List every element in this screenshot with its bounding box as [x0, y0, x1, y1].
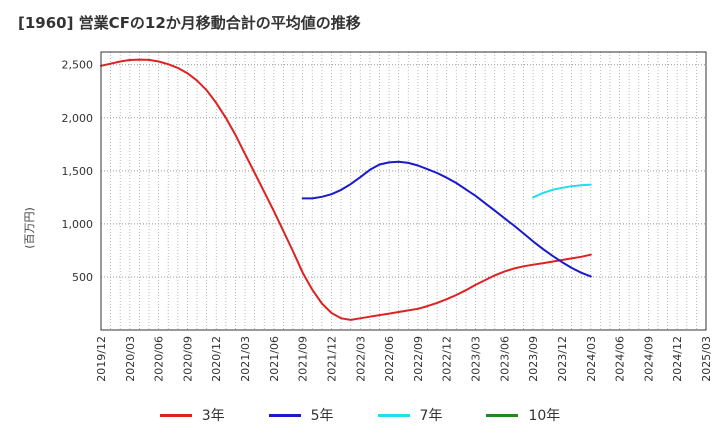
legend-label: 10年: [528, 408, 561, 424]
x-tick-label: 2023/12: [556, 336, 569, 382]
y-tick-label: 500: [72, 271, 93, 284]
series-line: [100, 58, 592, 321]
legend-label: 5年: [310, 408, 334, 424]
legend-swatch: [159, 413, 192, 417]
x-tick-label: 2024/12: [671, 336, 684, 382]
legend-label: 3年: [201, 408, 225, 424]
x-tick-label: 2020/09: [181, 336, 194, 382]
legend: 3年 5年 7年 10年: [0, 402, 720, 428]
plot-area: [101, 52, 706, 330]
x-tick-label: 2021/03: [239, 336, 252, 382]
x-tick-label: 2021/12: [325, 336, 338, 382]
y-tick-label: 1,500: [62, 165, 94, 178]
y-tick-label: 2,500: [62, 59, 94, 72]
x-tick-label: 2022/12: [441, 336, 454, 382]
x-tick-label: 2021/06: [268, 336, 281, 382]
legend-item: 3年: [159, 405, 225, 425]
legend-label: 7年: [419, 408, 443, 424]
x-tick-label: 2025/03: [700, 336, 713, 382]
x-tick-label: 2022/03: [354, 336, 367, 382]
x-tick-label: 2020/12: [210, 336, 223, 382]
legend-item: 7年: [377, 405, 443, 425]
x-tick-label: 2023/06: [498, 336, 511, 382]
y-tick-label: 1,000: [62, 218, 94, 231]
x-tick-label: 2024/03: [585, 336, 598, 382]
y-tick-label: 2,000: [62, 112, 94, 125]
chart-title: [1960] 営業CFの12か月移動合計の平均値の推移: [18, 14, 361, 32]
legend-swatch: [377, 413, 410, 417]
series-line: [532, 183, 592, 199]
x-tick-label: 2023/09: [527, 336, 540, 382]
x-tick-label: 2021/09: [297, 336, 310, 382]
x-tick-label: 2020/06: [153, 336, 166, 382]
x-tick-label: 2024/09: [642, 336, 655, 382]
legend-item: 10年: [486, 405, 560, 425]
x-tick-label: 2024/06: [614, 336, 627, 382]
legend-swatch: [268, 413, 301, 417]
legend-swatch: [486, 413, 519, 417]
x-tick-label: 2022/09: [412, 336, 425, 382]
legend-item: 5年: [268, 405, 334, 425]
x-tick-label: 2020/03: [124, 336, 137, 382]
x-tick-label: 2019/12: [95, 336, 108, 382]
x-tick-label: 2022/06: [383, 336, 396, 382]
series-line: [301, 160, 592, 278]
x-tick-label: 2023/03: [470, 336, 483, 382]
plot-border: [100, 51, 707, 331]
